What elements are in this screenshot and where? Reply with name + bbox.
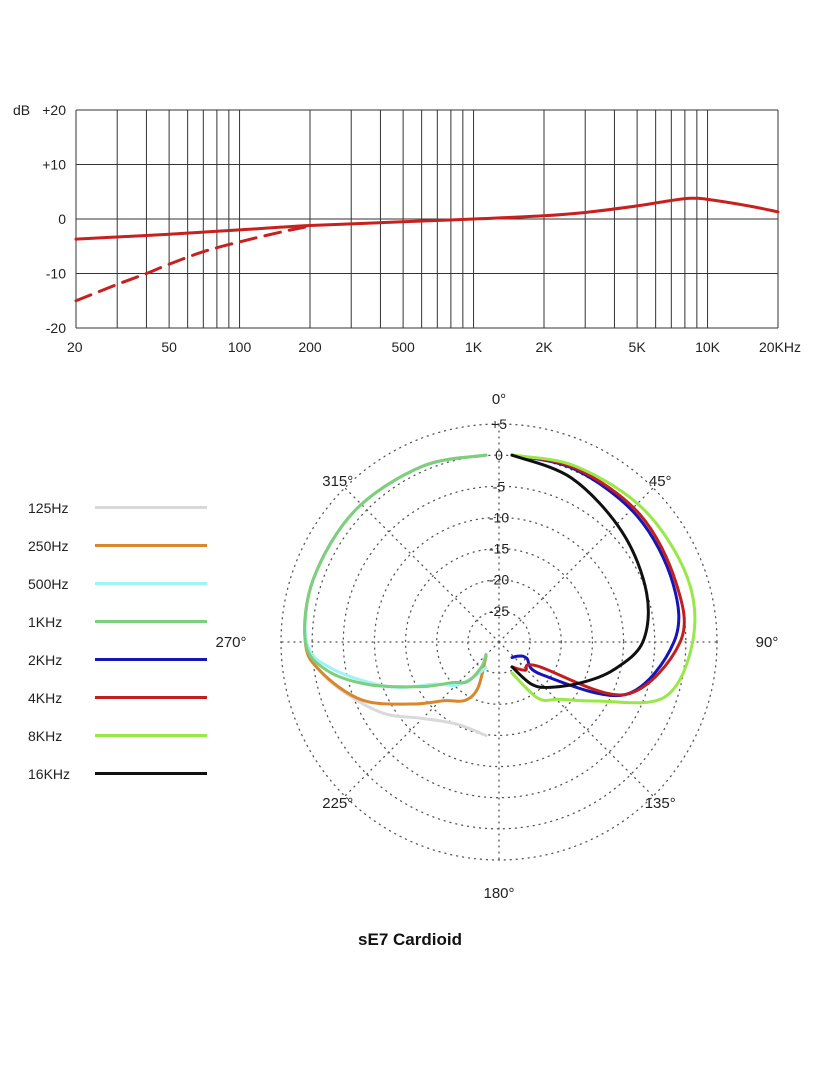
polar-curve-125hz bbox=[303, 453, 488, 737]
x-tick-label: 1K bbox=[465, 339, 483, 355]
polar-curve-2khz bbox=[510, 453, 681, 698]
legend-swatch bbox=[95, 696, 207, 699]
legend-item: 8KHz bbox=[0, 726, 230, 746]
ring-db-label: -5 bbox=[493, 478, 506, 494]
ring-db-label: 0 bbox=[495, 447, 503, 463]
legend-item: 250Hz bbox=[0, 536, 230, 556]
angle-label: 315° bbox=[322, 473, 353, 490]
legend-item: 4KHz bbox=[0, 688, 230, 708]
legend-swatch bbox=[95, 582, 207, 585]
ring-db-label: -20 bbox=[489, 572, 509, 588]
polar-ring bbox=[404, 547, 594, 737]
frequency-response-chart: +20 +10 0 -10 -20 dB 20 50 100 200 500 1K 2K 5K 10K 20K… bbox=[13, 102, 801, 355]
legend-swatch bbox=[95, 544, 207, 547]
legend-label: 500Hz bbox=[28, 576, 69, 592]
angle-label: 0° bbox=[492, 391, 506, 408]
y-tick-label: +20 bbox=[42, 102, 66, 118]
chart-caption: sE7 Cardioid bbox=[358, 930, 462, 949]
y-tick-label: -10 bbox=[46, 266, 66, 282]
ring-db-label: -15 bbox=[489, 541, 509, 557]
ring-db-label: -25 bbox=[489, 603, 509, 619]
polar-curve-1khz bbox=[303, 453, 488, 689]
polar-curve-16khz bbox=[510, 453, 650, 689]
ring-db-label: +5 bbox=[491, 416, 507, 432]
polar-ring bbox=[436, 579, 562, 705]
angle-label: 90° bbox=[756, 634, 779, 651]
response-curve-dashed bbox=[74, 224, 312, 303]
legend-swatch bbox=[95, 506, 207, 509]
legend-label: 1KHz bbox=[28, 614, 63, 630]
y-tick-label: -20 bbox=[46, 320, 66, 336]
polar-spoke bbox=[344, 487, 500, 643]
ring-db-label: -10 bbox=[489, 509, 509, 525]
response-curve bbox=[74, 196, 780, 241]
x-tick-label: 20 bbox=[67, 339, 83, 355]
angle-label: 135° bbox=[645, 795, 676, 812]
polar-ring bbox=[373, 516, 625, 768]
legend-label: 8KHz bbox=[28, 728, 63, 744]
y-tick-label: 0 bbox=[58, 211, 66, 227]
legend-swatch bbox=[95, 658, 207, 661]
polar-ring bbox=[280, 423, 718, 861]
angle-label: 45° bbox=[649, 473, 672, 490]
polar-curve-500hz bbox=[303, 453, 488, 689]
x-tick-label: 100 bbox=[228, 339, 252, 355]
polar-pattern-chart: +5 0 -5 -10 -15 -20 -25 0° 45° 90° 135° 180° 225° 270… bbox=[215, 391, 779, 902]
legend-swatch bbox=[95, 772, 207, 775]
legend-label: 4KHz bbox=[28, 690, 63, 706]
legend-item: 500Hz bbox=[0, 574, 230, 594]
x-tick-label: 10K bbox=[695, 339, 721, 355]
angle-label: 225° bbox=[322, 795, 353, 812]
x-tick-label: 2K bbox=[535, 339, 553, 355]
x-tick-label: 5K bbox=[629, 339, 647, 355]
polar-spoke bbox=[498, 487, 654, 643]
legend-label: 125Hz bbox=[28, 500, 69, 516]
legend-item: 16KHz bbox=[0, 764, 230, 784]
x-tick-label: 500 bbox=[391, 339, 415, 355]
legend-item: 1KHz bbox=[0, 612, 230, 632]
legend-label: 250Hz bbox=[28, 538, 69, 554]
polar-curve-250hz bbox=[303, 453, 488, 706]
angle-label: 180° bbox=[483, 885, 514, 902]
y-tick-label: +10 bbox=[42, 157, 66, 173]
legend-label: 16KHz bbox=[28, 766, 71, 782]
x-tick-label: 20KHz bbox=[759, 339, 801, 355]
polar-spoke bbox=[498, 641, 654, 797]
legend-label: 2KHz bbox=[28, 652, 63, 668]
legend-item: 125Hz bbox=[0, 498, 230, 518]
legend-swatch bbox=[95, 734, 207, 737]
y-unit-label: dB bbox=[13, 102, 30, 118]
legend-item: 2KHz bbox=[0, 650, 230, 670]
x-tick-label: 50 bbox=[161, 339, 177, 355]
polar-curve-8khz bbox=[510, 453, 697, 705]
polar-curve-4khz bbox=[510, 453, 686, 697]
angle-label: 270° bbox=[215, 634, 246, 651]
legend-swatch bbox=[95, 620, 207, 623]
x-tick-label: 200 bbox=[298, 339, 322, 355]
